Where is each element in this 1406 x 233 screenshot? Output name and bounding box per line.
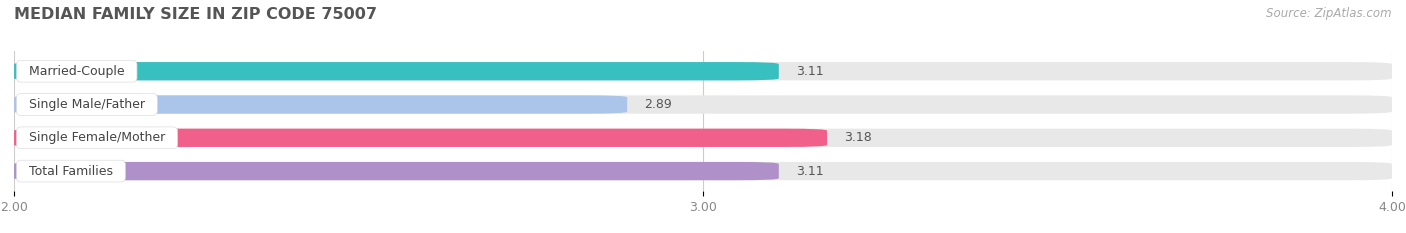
FancyBboxPatch shape (14, 62, 1392, 80)
Text: 2.89: 2.89 (644, 98, 672, 111)
Text: MEDIAN FAMILY SIZE IN ZIP CODE 75007: MEDIAN FAMILY SIZE IN ZIP CODE 75007 (14, 7, 377, 22)
Text: 3.11: 3.11 (796, 65, 824, 78)
FancyBboxPatch shape (14, 95, 1392, 114)
FancyBboxPatch shape (14, 162, 1392, 180)
FancyBboxPatch shape (14, 95, 627, 114)
Text: Source: ZipAtlas.com: Source: ZipAtlas.com (1267, 7, 1392, 20)
FancyBboxPatch shape (14, 129, 1392, 147)
FancyBboxPatch shape (14, 62, 779, 80)
Text: 3.18: 3.18 (844, 131, 872, 144)
Text: Single Female/Mother: Single Female/Mother (21, 131, 173, 144)
Text: 3.11: 3.11 (796, 164, 824, 178)
Text: Married-Couple: Married-Couple (21, 65, 132, 78)
FancyBboxPatch shape (14, 162, 779, 180)
Text: Total Families: Total Families (21, 164, 121, 178)
FancyBboxPatch shape (14, 129, 827, 147)
Text: Single Male/Father: Single Male/Father (21, 98, 153, 111)
